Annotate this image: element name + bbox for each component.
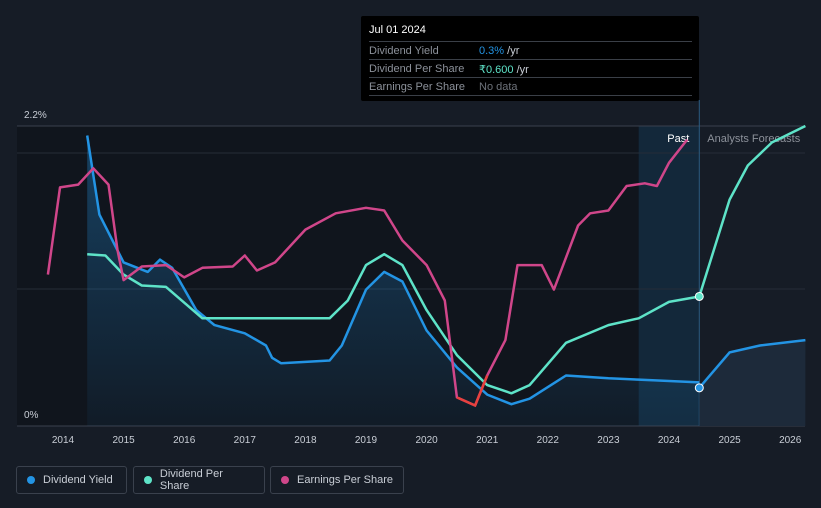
dividend-yield-line: [85, 135, 700, 406]
legend-label: Earnings Per Share: [297, 474, 393, 486]
value: 0.3%: [479, 45, 505, 57]
x-tick-label: 2017: [234, 435, 257, 446]
tooltip-date: Jul 01 2024: [369, 24, 426, 36]
legend-label: Dividend Per Share: [159, 468, 223, 492]
legend-earnings-per-share[interactable]: Earnings Per Share: [270, 466, 404, 494]
x-tick-label: 2019: [355, 435, 378, 446]
forecast-label: Analysts Forecasts: [707, 133, 800, 145]
value: No data: [479, 81, 518, 93]
dividend-yield-forecast-line: [698, 338, 806, 389]
unit: /yr: [513, 64, 529, 76]
dot-icon: [281, 476, 289, 484]
y-tick-label: 0%: [24, 410, 39, 421]
x-tick-label: 2021: [476, 435, 499, 446]
label: Earnings Per Share: [369, 81, 465, 93]
highlight-region: [638, 126, 700, 426]
x-tick-label: 2026: [779, 435, 802, 446]
x-tick-label: 2020: [415, 435, 438, 446]
dividend-yield-area: [87, 135, 700, 426]
earnings-per-share-line: [46, 138, 689, 407]
dividend-yield-forecast-area: [699, 340, 806, 426]
x-tick-label: 2023: [597, 435, 620, 446]
earnings-per-share-negative-segment: [456, 375, 489, 408]
legend-dividend-per-share[interactable]: Dividend Per Share: [133, 466, 265, 494]
value: ₹0.600: [479, 64, 514, 76]
x-tick-label: 2018: [294, 435, 317, 446]
tooltip-row-eps: Earnings Per Share No data: [369, 77, 692, 96]
x-tick-label: 2014: [52, 435, 75, 446]
tooltip: Jul 01 2024 Dividend Yield 0.3% /yr Divid…: [361, 16, 699, 101]
y-tick-label: 2.2%: [24, 110, 47, 121]
tooltip-row-dividend-yield: Dividend Yield 0.3% /yr: [369, 41, 692, 60]
dot-icon: [144, 476, 152, 484]
dividend-per-share-line: [87, 252, 700, 395]
x-tick-label: 2022: [537, 435, 560, 446]
x-tick-label: 2015: [112, 435, 135, 446]
x-tick-label: 2024: [658, 435, 681, 446]
x-tick-label: 2025: [718, 435, 741, 446]
x-tick-label: 2016: [173, 435, 196, 446]
dividend-per-share-forecast-line: [698, 124, 806, 297]
legend-dividend-yield[interactable]: Dividend Yield: [16, 466, 127, 494]
legend-label: Dividend Yield: [43, 474, 113, 486]
divider: [369, 95, 692, 96]
dividend-yield-marker: [694, 383, 704, 393]
unit: /yr: [504, 45, 520, 57]
label: Dividend Per Share: [369, 63, 465, 75]
dot-icon: [27, 476, 35, 484]
dividend-per-share-marker: [694, 291, 704, 301]
tooltip-row-dps: Dividend Per Share ₹0.600 /yr: [369, 59, 692, 78]
label: Dividend Yield: [369, 45, 439, 57]
past-label: Past: [667, 133, 689, 145]
